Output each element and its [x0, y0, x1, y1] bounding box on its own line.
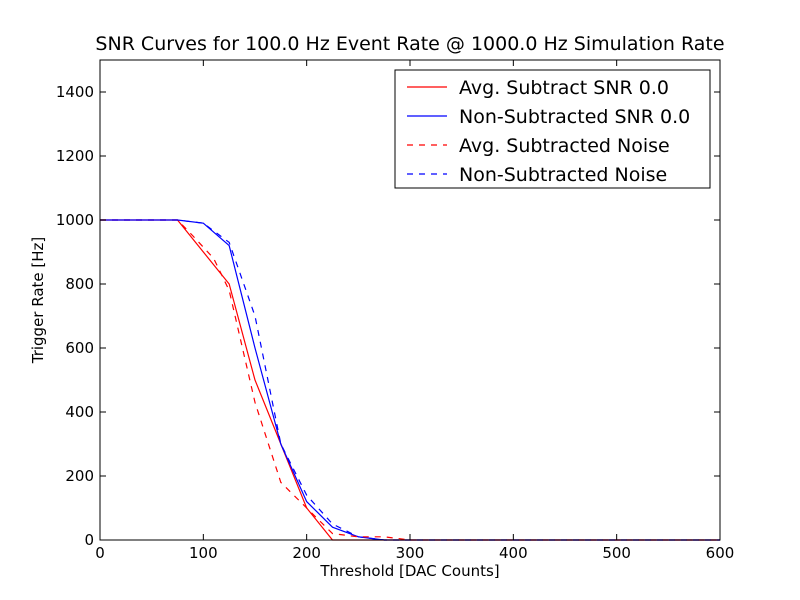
series-layer: [100, 219, 720, 541]
y-tick-label: 1400: [56, 83, 94, 101]
tick-layer: 0 100 200 300 400 500 600 0 200 400 600 800 1000 1200…: [56, 60, 735, 562]
y-tick-label: 600: [65, 339, 94, 357]
y-tick-label: 1000: [56, 211, 94, 229]
series-line-3: [100, 219, 720, 541]
series-line-2: [100, 219, 720, 541]
legend-entry: Non-Subtracted Noise: [459, 164, 667, 186]
y-tick-label: 1200: [56, 147, 94, 165]
x-tick-label: 500: [602, 544, 631, 562]
y-tick-label: 0: [84, 531, 94, 549]
series-line-4: [100, 219, 720, 541]
legend-entry: Non-Subtracted SNR 0.0: [459, 106, 690, 128]
legend-box: [394, 69, 711, 189]
legend-entry: Avg. Subtracted Noise: [459, 135, 670, 157]
x-tick-label: 0: [95, 544, 105, 562]
y-tick-label: 200: [65, 467, 94, 485]
x-tick-label: 400: [499, 544, 528, 562]
y-tick-label: 400: [65, 403, 94, 421]
x-tick-label: 300: [396, 544, 425, 562]
x-axis-label: Threshold [DAC Counts]: [319, 562, 499, 580]
chart-title: SNR Curves for 100.0 Hz Event Rate @ 100…: [95, 33, 724, 55]
x-tick-label: 600: [706, 544, 735, 562]
x-tick-label: 100: [189, 544, 218, 562]
series-line-1: [100, 219, 720, 541]
y-tick-label: 800: [65, 275, 94, 293]
legend-entry: Avg. Subtract SNR 0.0: [459, 77, 669, 99]
legend: Avg. Subtract SNR 0.0 Non-Subtracted SNR …: [394, 69, 711, 189]
y-axis-label: Trigger Rate [Hz]: [29, 237, 47, 365]
x-tick-label: 200: [292, 544, 321, 562]
